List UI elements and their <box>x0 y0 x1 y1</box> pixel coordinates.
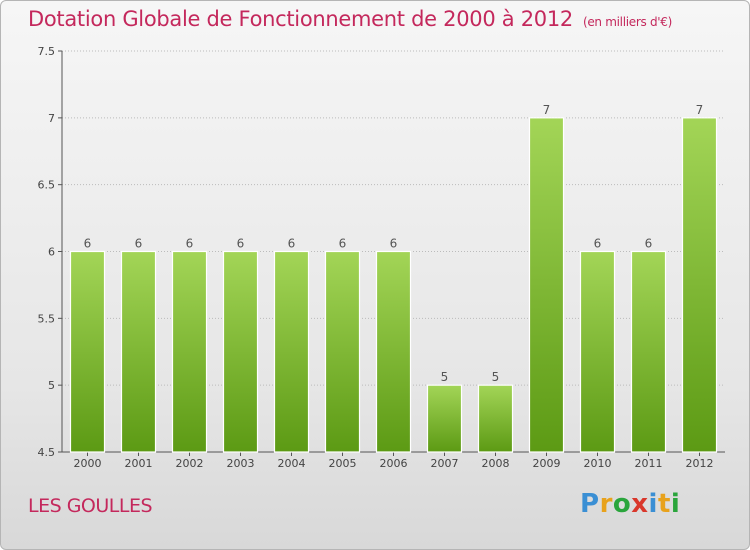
unit-note: (en milliers d'€) <box>582 15 672 29</box>
bar-2002 <box>171 250 208 453</box>
bar-2012 <box>681 117 718 453</box>
data-label: 6 <box>594 237 602 251</box>
data-label: 6 <box>645 237 653 251</box>
x-tick-label: 2003 <box>227 457 255 470</box>
x-tick-label: 2012 <box>686 457 714 470</box>
x-tick-label: 2009 <box>533 457 561 470</box>
bar-2004 <box>273 250 310 453</box>
data-label: 6 <box>84 237 92 251</box>
bar-2005 <box>324 250 361 453</box>
chart-title-text: Dotation Globale de Fonctionnement de 20… <box>28 7 573 31</box>
bar-2011 <box>630 250 667 453</box>
data-label: 6 <box>186 237 194 251</box>
x-tick-label: 2007 <box>431 457 459 470</box>
proxiti-logo: Proxiti <box>580 489 680 519</box>
bar-2001 <box>120 250 157 453</box>
y-tick-label: 6.5 <box>38 179 56 192</box>
data-label: 6 <box>339 237 347 251</box>
data-label: 6 <box>288 237 296 251</box>
bar-2000 <box>69 250 106 453</box>
data-label: 5 <box>441 370 449 384</box>
data-label: 7 <box>543 103 551 117</box>
logo-letter: x <box>631 489 649 519</box>
x-tick-label: 2011 <box>635 457 663 470</box>
x-tick-label: 2005 <box>329 457 357 470</box>
y-tick-label: 6 <box>48 246 55 259</box>
data-label: 6 <box>135 237 143 251</box>
x-tick-label: 2004 <box>278 457 306 470</box>
y-tick-label: 7.5 <box>38 45 56 58</box>
labels: 4.5 5 5.5 6 6.5 7 7.5 2000 6 2001 6 2002 6 2003 6 2004 6… <box>38 45 714 470</box>
bar-2007 <box>426 384 463 453</box>
x-tick-label: 2008 <box>482 457 510 470</box>
bar-2003 <box>222 250 259 453</box>
x-tick-label: 2001 <box>125 457 153 470</box>
y-tick-label: 5.5 <box>38 312 56 325</box>
x-tick-label: 2000 <box>74 457 102 470</box>
logo-letter: r <box>599 489 613 519</box>
logo-letter: P <box>580 489 600 519</box>
x-tick-label: 2002 <box>176 457 204 470</box>
data-label: 5 <box>492 370 500 384</box>
logo-letter: i <box>648 489 658 519</box>
data-label: 6 <box>237 237 245 251</box>
y-tick-label: 4.5 <box>38 446 56 459</box>
bar-2010 <box>579 250 616 453</box>
chart-title: Dotation Globale de Fonctionnement de 20… <box>28 7 672 31</box>
y-tick-label: 5 <box>48 379 55 392</box>
x-tick-label: 2010 <box>584 457 612 470</box>
data-label: 7 <box>696 103 704 117</box>
logo-letter: i <box>670 489 681 519</box>
logo-letter: o <box>612 489 632 519</box>
bar-2006 <box>375 250 412 453</box>
data-label: 6 <box>390 237 398 251</box>
commune-name: LES GOULLES <box>28 495 153 517</box>
bar-2008 <box>477 384 514 453</box>
y-tick-label: 7 <box>48 112 55 125</box>
bars <box>69 117 718 453</box>
bar-2009 <box>528 117 565 453</box>
x-tick-label: 2006 <box>380 457 408 470</box>
logo-letter: t <box>657 489 671 519</box>
